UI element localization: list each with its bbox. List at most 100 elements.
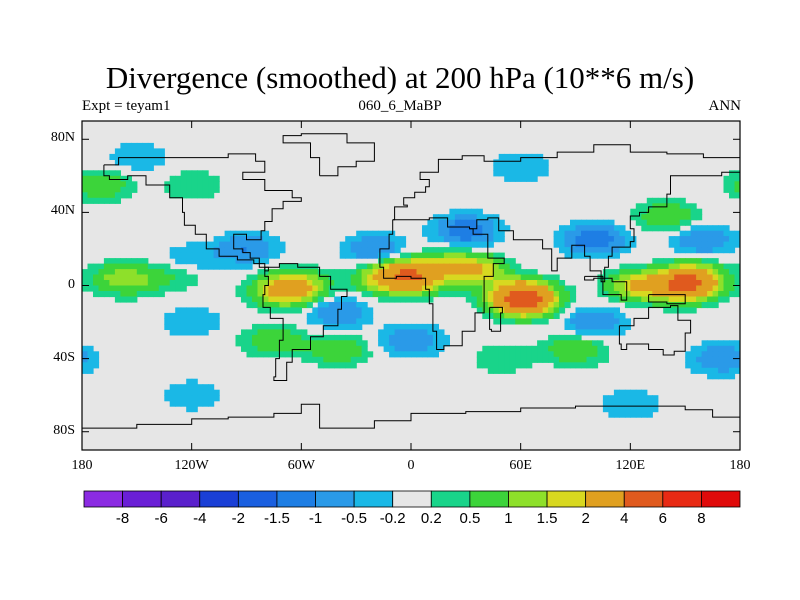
- field-cell: [131, 274, 138, 281]
- field-cell: [542, 296, 549, 303]
- field-cell: [82, 192, 89, 199]
- field-cell: [449, 285, 456, 292]
- field-cell: [449, 241, 456, 248]
- field-cell: [213, 258, 220, 265]
- field-cell: [602, 291, 609, 298]
- field-cell: [383, 252, 390, 259]
- field-cell: [169, 318, 176, 325]
- field-cell: [520, 269, 527, 276]
- field-cell: [729, 274, 736, 281]
- field-cell: [295, 274, 302, 281]
- field-cell: [323, 362, 330, 369]
- field-cell: [175, 312, 182, 319]
- field-cell: [542, 307, 549, 314]
- field-cell: [356, 285, 363, 292]
- field-cell: [361, 356, 368, 363]
- field-cell: [482, 252, 489, 259]
- field-cell: [432, 323, 439, 330]
- field-cell: [641, 389, 648, 396]
- field-cell: [427, 340, 434, 347]
- field-cell: [197, 258, 204, 265]
- field-cell: [202, 252, 209, 259]
- field-cell: [411, 329, 418, 336]
- field-cell: [438, 340, 445, 347]
- field-cell: [422, 274, 429, 281]
- field-cell: [372, 263, 379, 270]
- field-cell: [696, 362, 703, 369]
- field-cell: [175, 285, 182, 292]
- field-cell: [592, 252, 599, 259]
- field-cell: [509, 345, 516, 352]
- field-cell: [350, 312, 357, 319]
- field-cell: [427, 291, 434, 298]
- field-cell: [663, 208, 670, 215]
- field-cell: [482, 291, 489, 298]
- field-cell: [564, 340, 571, 347]
- field-cell: [432, 225, 439, 232]
- field-cell: [592, 312, 599, 319]
- field-cell: [334, 296, 341, 303]
- field-cell: [301, 345, 308, 352]
- field-cell: [592, 362, 599, 369]
- field-cell: [432, 345, 439, 352]
- field-cell: [350, 269, 357, 276]
- field-cell: [586, 307, 593, 314]
- field-cell: [526, 170, 533, 177]
- field-cell: [707, 274, 714, 281]
- field-cell: [142, 274, 149, 281]
- field-cell: [685, 356, 692, 363]
- field-cell: [224, 241, 231, 248]
- field-cell: [361, 345, 368, 352]
- field-cell: [586, 351, 593, 358]
- field-cell: [432, 252, 439, 259]
- field-cell: [624, 323, 631, 330]
- field-cell: [241, 345, 248, 352]
- field-cell: [411, 323, 418, 330]
- field-cell: [696, 225, 703, 232]
- field-cell: [663, 214, 670, 221]
- field-cell: [679, 203, 686, 210]
- coastline-8: [489, 306, 503, 332]
- field-cell: [734, 170, 740, 177]
- field-cell: [624, 230, 631, 237]
- colorbar-label: 0.5: [459, 510, 481, 527]
- field-cell: [608, 247, 615, 254]
- field-cell: [383, 296, 390, 303]
- field-cell: [230, 263, 237, 270]
- field-cell: [712, 340, 719, 347]
- field-cell: [235, 340, 242, 347]
- field-cell: [581, 247, 588, 254]
- field-cell: [246, 247, 253, 254]
- field-cell: [186, 389, 193, 396]
- field-cell: [422, 329, 429, 336]
- field-cell: [624, 285, 631, 292]
- field-cell: [608, 285, 615, 292]
- field-cell: [679, 274, 686, 281]
- field-cell: [493, 367, 500, 374]
- field-cell: [602, 307, 609, 314]
- field-cell: [339, 247, 346, 254]
- field-cell: [487, 362, 494, 369]
- field-cell: [186, 312, 193, 319]
- field-cell: [443, 247, 450, 254]
- field-cell: [400, 345, 407, 352]
- field-cell: [180, 280, 187, 287]
- field-cell: [712, 362, 719, 369]
- field-cell: [520, 296, 527, 303]
- field-cell: [718, 285, 725, 292]
- field-cell: [422, 334, 429, 341]
- field-cell: [120, 175, 127, 182]
- field-cell: [454, 214, 461, 221]
- field-cell: [334, 269, 341, 276]
- field-cell: [498, 302, 505, 309]
- field-cell: [657, 219, 664, 226]
- field-cell: [619, 230, 626, 237]
- field-cell: [323, 340, 330, 347]
- field-cell: [520, 362, 527, 369]
- field-cell: [454, 263, 461, 270]
- field-cell: [592, 307, 599, 314]
- field-cell: [685, 302, 692, 309]
- field-cell: [509, 302, 516, 309]
- field-cell: [361, 236, 368, 243]
- field-cell: [476, 269, 483, 276]
